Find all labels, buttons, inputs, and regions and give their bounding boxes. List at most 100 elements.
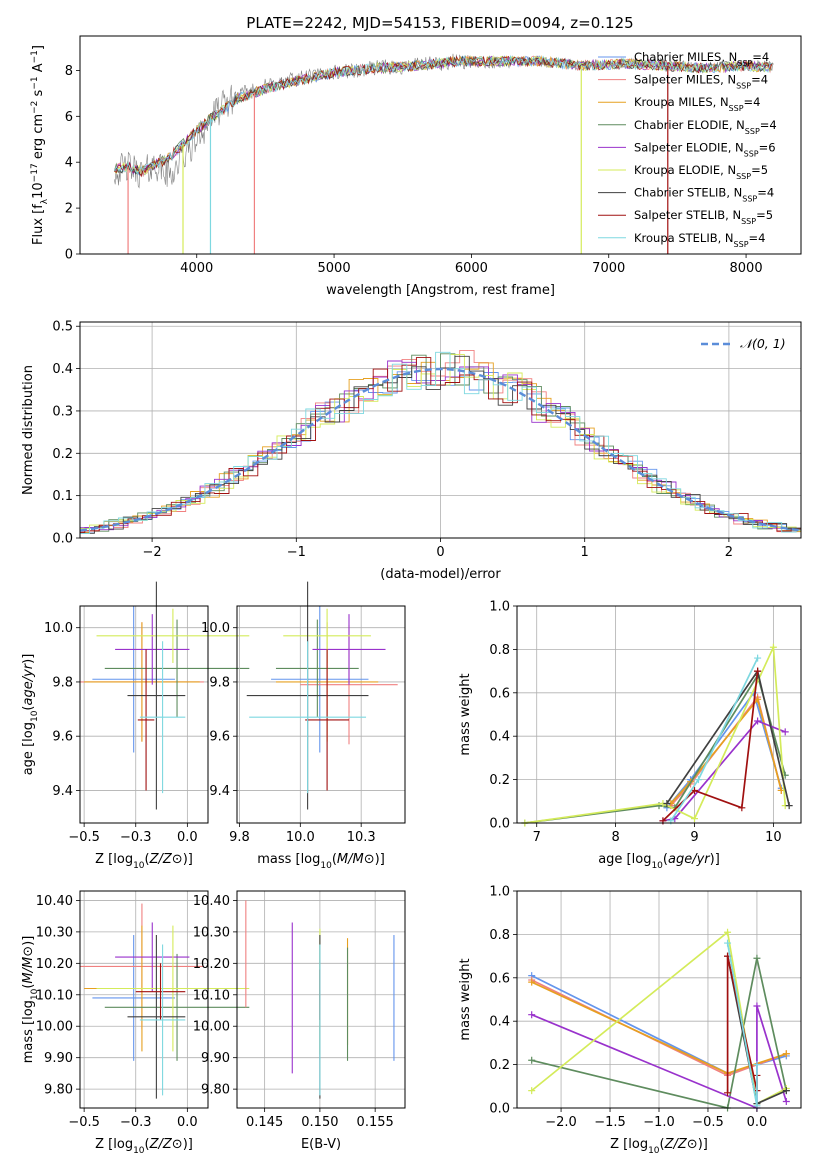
- y-tick-label: 10.30: [36, 925, 73, 940]
- normal-curve: [80, 367, 801, 532]
- x-tick-label: 1: [581, 545, 589, 560]
- x-tick-label: 9.8: [229, 830, 250, 845]
- x-axis-label: mass [log10(M/M⊙)]: [257, 852, 385, 871]
- x-tick-label: 0: [436, 545, 444, 560]
- y-tick-label: 9.90: [201, 1051, 230, 1066]
- mass-weight-marker-salpeter-elodie: [754, 717, 762, 725]
- mass-weight-marker-chabrier-stelib: [663, 799, 671, 807]
- y-tick-label: 10.10: [36, 988, 73, 1003]
- legend-label-salpeter-stelib: Salpeter STELIB, NSSP=5: [634, 208, 773, 226]
- axes-frame: [236, 890, 406, 1109]
- legend-label-salpeter-miles: Salpeter MILES, NSSP=4: [634, 73, 768, 91]
- axes-mass-weight-vs-Z: −2.0 −1.5 −1.0 −0.5 0.0 0.0 0.2 0.4 0.6 0.8 1.0 Z […: [458, 885, 802, 1156]
- model-spectrum-kroupa-elodie: [114, 54, 773, 176]
- y-tick-label: 0: [65, 248, 73, 263]
- y-tick-label: 4: [65, 156, 73, 171]
- y-axis-label: mass weight: [458, 958, 473, 1040]
- x-tick-label: −2: [143, 545, 162, 560]
- axes-mass-vs-Z: −0.5 −0.3 0.0 9.80 9.90 10.00 10.10 10.20 10.30 1…: [21, 890, 250, 1156]
- x-tick-label: 2: [725, 545, 733, 560]
- y-tick-label: 6: [65, 110, 73, 125]
- mass-weight-marker-chabrier-elodie: [528, 1056, 536, 1064]
- mass-weight-line-kroupa-elodie: [531, 930, 787, 1105]
- x-tick-label: 0.0: [747, 1115, 768, 1130]
- mass-weight-line-salpeter-elodie: [531, 1005, 788, 1110]
- mass-weight-marker-salpeter-elodie: [528, 1011, 536, 1019]
- plot-area: [80, 903, 250, 1099]
- axes-mass-weight-vs-age: 7 8 9 10 0.0 0.2 0.4 0.6 0.8 1.0 age [log10(age/yr…: [458, 600, 802, 871]
- y-tick-label: 10.0: [201, 621, 230, 636]
- y-tick-label: 10.10: [193, 988, 230, 1003]
- axes-frame: [516, 605, 802, 824]
- y-tick-label: 2: [65, 202, 73, 217]
- y-tick-label: 0.2: [489, 773, 510, 788]
- legend-label-kroupa-stelib: Kroupa STELIB, NSSP=4: [634, 231, 765, 249]
- y-tick-label: 9.6: [209, 730, 230, 745]
- y-axis-label: Flux [fλ10−17 erg cm−2 s−1 A−1]: [30, 45, 50, 245]
- y-tick-label: 0.6: [489, 971, 510, 986]
- x-axis-label: Z [log10(Z/Z⊙)]: [610, 1137, 708, 1156]
- axes-frame: [79, 35, 802, 255]
- plot-area: [246, 581, 398, 810]
- mass-weight-line-kroupa-miles: [670, 697, 783, 805]
- y-tick-label: 1.0: [489, 885, 510, 900]
- y-tick-label: 9.4: [52, 784, 73, 799]
- y-tick-label: 0.0: [52, 532, 73, 547]
- y-tick-label: 0.8: [489, 643, 510, 658]
- mass-weight-marker-kroupa-miles: [782, 1050, 790, 1058]
- x-tick-label: 9: [690, 830, 698, 845]
- x-tick-label: 8000: [730, 261, 763, 276]
- y-tick-label: 0.4: [489, 730, 510, 745]
- y-tick-label: 0.0: [489, 817, 510, 832]
- y-tick-label: 10.30: [193, 925, 230, 940]
- mass-weight-marker-kroupa-stelib: [754, 654, 762, 662]
- y-tick-label: 10.0: [44, 621, 73, 636]
- y-tick-label: 9.80: [201, 1083, 230, 1098]
- mass-weight-marker-kroupa-elodie: [724, 928, 732, 936]
- y-tick-label: 9.4: [209, 784, 230, 799]
- x-axis-label: wavelength [Angstrom, rest frame]: [326, 283, 555, 298]
- x-tick-label: −1.5: [594, 1115, 626, 1130]
- x-tick-label: 6000: [455, 261, 488, 276]
- x-tick-label: 7000: [592, 261, 625, 276]
- x-tick-label: −1: [287, 545, 306, 560]
- figure-title: PLATE=2242, MJD=54153, FIBERID=0094, z=0…: [246, 14, 633, 32]
- y-tick-label: 0.4: [52, 362, 73, 377]
- mass-weight-marker-kroupa-stelib: [724, 939, 732, 947]
- axes-frame: [516, 890, 802, 1109]
- mass-weight-marker-chabrier-elodie: [753, 954, 761, 962]
- legend-label-kroupa-elodie: Kroupa ELODIE, NSSP=5: [634, 163, 768, 181]
- y-tick-label: 0.2: [489, 1058, 510, 1073]
- mass-weight-marker-kroupa-stelib: [694, 776, 702, 784]
- axes-frame: [79, 321, 802, 539]
- x-tick-label: 0.155: [357, 1115, 394, 1130]
- y-tick-label: 1.0: [489, 600, 510, 615]
- x-axis-label: E(B-V): [301, 1137, 341, 1152]
- y-tick-label: 10.40: [193, 894, 230, 909]
- x-axis-label: (data-model)/error: [380, 567, 501, 582]
- legend-label-normal: 𝒩(0, 1): [740, 336, 786, 351]
- axes-frame: [236, 605, 406, 824]
- y-tick-label: 0.0: [489, 1102, 510, 1117]
- axes-mass-vs-ebv: 0.145 0.150 0.155 9.80 9.90 10.00 10.10 10.20 10…: [193, 890, 406, 1152]
- model-spectrum-kroupa-stelib: [113, 54, 772, 175]
- plots: 4000 5000 6000 7000 8000 0 2 4 6 8 wavelength [Ang…: [21, 35, 802, 1156]
- y-tick-label: 0.8: [489, 928, 510, 943]
- mass-weight-marker-kroupa-miles: [528, 978, 536, 986]
- x-tick-label: −1.0: [643, 1115, 675, 1130]
- y-tick-label: 0.1: [52, 489, 73, 504]
- y-tick-label: 9.80: [44, 1083, 73, 1098]
- x-tick-label: 5000: [318, 261, 351, 276]
- plot-area: [80, 349, 801, 536]
- x-tick-label: 4000: [180, 261, 213, 276]
- plot-area: [528, 928, 790, 1112]
- y-tick-label: 0.2: [52, 447, 73, 462]
- y-tick-label: 0.6: [489, 686, 510, 701]
- y-tick-label: 10.40: [36, 894, 73, 909]
- y-tick-label: 0.4: [489, 1015, 510, 1030]
- mass-weight-marker-chabrier-stelib: [782, 1087, 790, 1095]
- y-axis-label: mass weight: [458, 673, 473, 755]
- x-axis-label: age [log10(age/yr)]: [598, 852, 720, 871]
